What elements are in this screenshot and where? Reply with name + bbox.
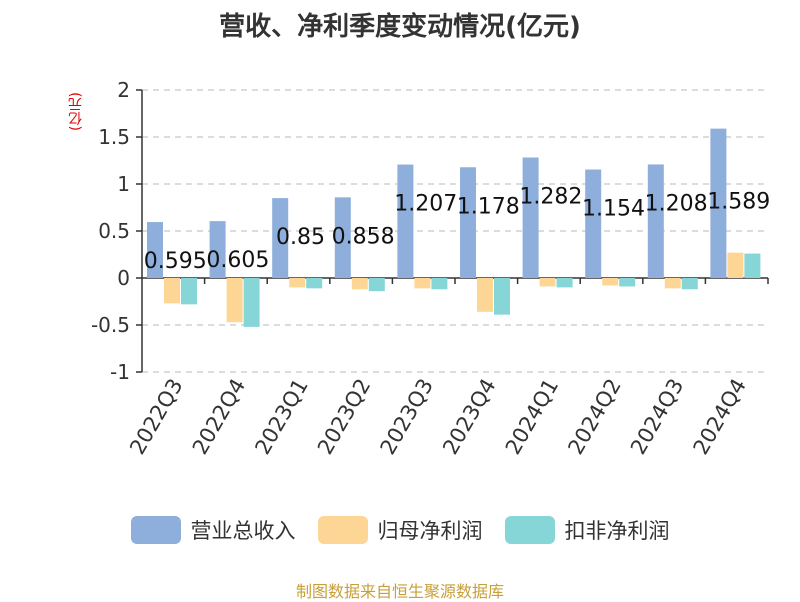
legend-swatch-deducted-profit <box>504 516 555 544</box>
y-tick-label: 0.5 <box>98 219 130 243</box>
data-label-revenue: 0.858 <box>332 224 395 249</box>
bar-net-profit <box>351 278 368 290</box>
bar-revenue <box>397 164 414 278</box>
data-label-revenue: 1.154 <box>582 197 645 222</box>
legend-label-deducted-profit: 扣非净利润 <box>564 519 670 543</box>
bar-revenue <box>647 164 664 278</box>
legend-item-revenue[interactable]: 营业总收入 <box>130 515 296 545</box>
bar-deducted-profit <box>243 278 260 327</box>
data-label-revenue: 1.208 <box>645 191 708 216</box>
data-label-revenue: 1.589 <box>707 190 770 215</box>
legend-item-net-profit[interactable]: 归母净利润 <box>317 515 483 545</box>
legend-item-deducted-profit[interactable]: 扣非净利润 <box>504 515 670 545</box>
data-label-revenue: 0.595 <box>144 249 207 274</box>
bar-net-profit <box>226 278 243 323</box>
y-tick-label: 0 <box>117 266 130 290</box>
y-tick-label: -1 <box>110 360 130 384</box>
bar-revenue <box>334 197 351 278</box>
x-tick-label: 2023Q1 <box>250 375 312 459</box>
bar-net-profit <box>289 278 306 288</box>
data-label-revenue: 0.85 <box>276 225 325 250</box>
bar-revenue <box>710 128 727 278</box>
bar-deducted-profit <box>306 278 323 289</box>
y-tick-label: 2 <box>117 78 130 102</box>
legend-swatch-revenue <box>130 516 181 544</box>
bar-net-profit <box>539 278 556 287</box>
bar-deducted-profit <box>181 278 197 305</box>
x-tick-label: 2024Q4 <box>689 375 751 459</box>
x-tick-label: 2022Q3 <box>125 375 187 459</box>
x-tick-label: 2024Q3 <box>626 375 688 459</box>
data-label-revenue: 0.605 <box>206 248 269 273</box>
bar-net-profit <box>727 252 744 278</box>
bar-net-profit <box>414 278 431 289</box>
data-source-note: 制图数据来自恒生聚源数据库 <box>295 582 504 601</box>
bar-revenue <box>209 221 226 278</box>
x-tick-label: 2023Q2 <box>313 375 375 459</box>
x-tick-label: 2024Q2 <box>563 375 625 459</box>
chart-title: 营收、净利季度变动情况(亿元) <box>219 12 581 42</box>
legend-label-net-profit: 归母净利润 <box>377 519 483 543</box>
bar-revenue <box>147 222 163 278</box>
bar-deducted-profit <box>494 278 510 315</box>
legend-swatch-net-profit <box>317 516 368 544</box>
data-label-revenue: 1.178 <box>457 194 520 219</box>
bar-deducted-profit <box>744 253 761 278</box>
bar-revenue <box>272 198 289 278</box>
y-tick-label: 1.5 <box>98 125 130 149</box>
data-label-revenue: 1.207 <box>394 192 457 217</box>
data-label-revenue: 1.282 <box>519 184 582 209</box>
bar-net-profit <box>602 278 619 286</box>
bar-deducted-profit <box>556 278 573 288</box>
bar-deducted-profit <box>681 278 698 290</box>
y-tick-label: -0.5 <box>91 313 130 337</box>
x-tick-label: 2022Q4 <box>188 375 250 459</box>
x-tick-label: 2023Q3 <box>376 375 438 459</box>
bar-net-profit <box>664 278 681 289</box>
bar-revenue <box>522 157 539 278</box>
bar-deducted-profit <box>619 278 636 287</box>
bar-revenue <box>460 167 476 278</box>
bar-deducted-profit <box>368 278 385 292</box>
legend: 营业总收入 归母净利润 扣非净利润 <box>0 515 800 545</box>
bar-deducted-profit <box>431 278 448 290</box>
x-tick-label: 2024Q1 <box>501 375 563 459</box>
y-tick-label: 1 <box>117 172 130 196</box>
x-tick-label: 2023Q4 <box>438 375 500 459</box>
legend-label-revenue: 营业总收入 <box>190 519 296 543</box>
bar-revenue <box>585 169 602 278</box>
bar-net-profit <box>164 278 180 304</box>
bar-net-profit <box>477 278 493 312</box>
